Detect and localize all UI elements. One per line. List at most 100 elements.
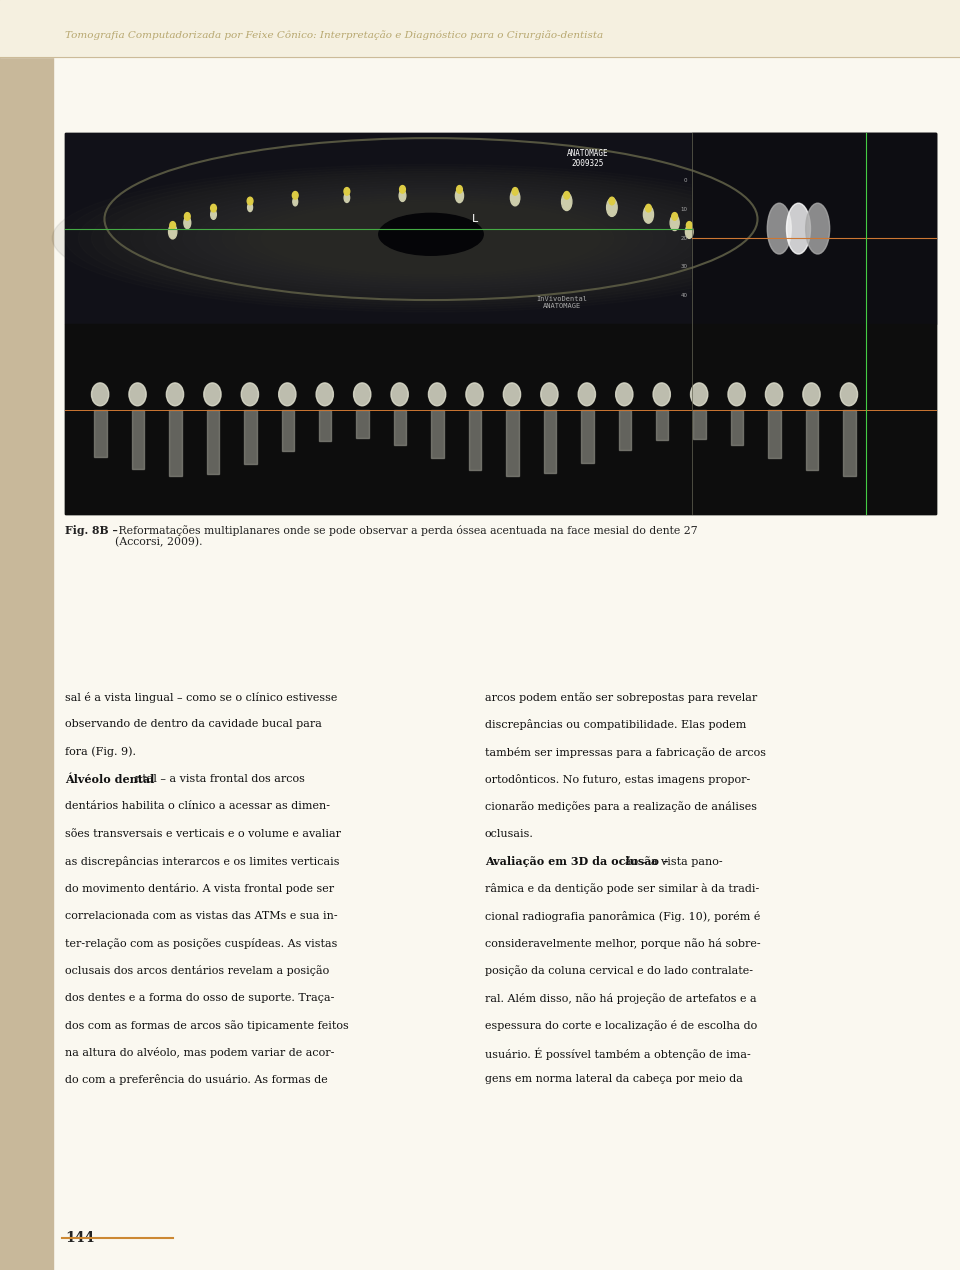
Bar xyxy=(692,133,936,324)
Ellipse shape xyxy=(379,213,483,255)
Bar xyxy=(281,409,294,451)
Ellipse shape xyxy=(117,177,744,300)
Ellipse shape xyxy=(615,384,633,406)
Ellipse shape xyxy=(293,197,298,206)
Ellipse shape xyxy=(278,384,296,406)
Text: usuário. É possível também a obtenção de ima-: usuário. É possível também a obtenção de… xyxy=(485,1046,751,1059)
Text: InVivoDental
ANATOMAGE: InVivoDental ANATOMAGE xyxy=(536,296,588,309)
Text: sal é a vista lingual – como se o clínico estivesse: sal é a vista lingual – como se o clínic… xyxy=(65,692,338,704)
Ellipse shape xyxy=(204,384,221,406)
Circle shape xyxy=(344,188,349,196)
Text: sões transversais e verticais e o volume e avaliar: sões transversais e verticais e o volume… xyxy=(65,828,342,838)
Circle shape xyxy=(184,212,190,220)
Text: ral. Além disso, não há projeção de artefatos e a: ral. Além disso, não há projeção de arte… xyxy=(485,993,756,1003)
Bar xyxy=(356,409,369,438)
Text: também ser impressas para a fabricação de arcos: também ser impressas para a fabricação d… xyxy=(485,747,766,758)
Circle shape xyxy=(293,192,299,199)
Ellipse shape xyxy=(466,384,483,406)
Text: oclusais dos arcos dentários revelam a posição: oclusais dos arcos dentários revelam a p… xyxy=(65,965,329,977)
Ellipse shape xyxy=(287,207,575,269)
Text: L: L xyxy=(471,215,478,224)
Circle shape xyxy=(170,221,176,229)
Text: gens em norma lateral da cabeça por meio da: gens em norma lateral da cabeça por meio… xyxy=(485,1074,743,1085)
Text: as discrepâncias interarcos e os limites verticais: as discrepâncias interarcos e os limites… xyxy=(65,856,340,867)
Text: ortodônticos. No futuro, estas imagens propor-: ortodônticos. No futuro, estas imagens p… xyxy=(485,773,750,785)
Bar xyxy=(169,409,181,476)
Ellipse shape xyxy=(129,384,146,406)
Text: Tomografia Computadorizada por Feixe Cônico: Interpretação e Diagnóstico para o : Tomografia Computadorizada por Feixe Côn… xyxy=(65,30,604,39)
Bar xyxy=(768,409,780,458)
Ellipse shape xyxy=(241,384,258,406)
Ellipse shape xyxy=(166,384,183,406)
Bar xyxy=(656,409,668,441)
Text: Avaliação em 3D da oclusão –: Avaliação em 3D da oclusão – xyxy=(485,856,668,867)
Bar xyxy=(94,409,107,457)
Bar xyxy=(581,409,593,464)
Ellipse shape xyxy=(511,189,519,206)
Ellipse shape xyxy=(248,201,613,277)
Ellipse shape xyxy=(344,193,349,202)
Bar xyxy=(506,409,518,476)
Ellipse shape xyxy=(767,203,791,254)
Ellipse shape xyxy=(653,384,670,406)
Ellipse shape xyxy=(540,384,558,406)
Ellipse shape xyxy=(316,384,333,406)
Text: 30: 30 xyxy=(681,264,687,269)
Ellipse shape xyxy=(455,189,464,203)
Ellipse shape xyxy=(65,166,797,310)
Ellipse shape xyxy=(786,203,810,254)
Text: 0: 0 xyxy=(684,179,687,183)
Ellipse shape xyxy=(156,183,706,293)
Ellipse shape xyxy=(52,164,809,312)
Ellipse shape xyxy=(184,217,191,229)
Ellipse shape xyxy=(79,169,783,307)
Circle shape xyxy=(686,221,692,229)
Text: dos dentes e a forma do osso de suporte. Traça-: dos dentes e a forma do osso de suporte.… xyxy=(65,993,335,1002)
Ellipse shape xyxy=(803,384,820,406)
Bar xyxy=(319,409,331,441)
Bar xyxy=(65,133,936,324)
Ellipse shape xyxy=(607,198,617,216)
Ellipse shape xyxy=(196,190,666,286)
Text: 10: 10 xyxy=(681,207,687,212)
Bar xyxy=(431,409,444,457)
Text: consideravelmente melhor, porque não há sobre-: consideravelmente melhor, porque não há … xyxy=(485,937,760,949)
Text: ANATOMAGE
2009325: ANATOMAGE 2009325 xyxy=(567,149,609,168)
Ellipse shape xyxy=(765,384,782,406)
Text: fora (Fig. 9).: fora (Fig. 9). xyxy=(65,747,136,757)
Ellipse shape xyxy=(235,198,627,278)
Circle shape xyxy=(564,192,569,199)
Ellipse shape xyxy=(105,174,757,302)
Bar xyxy=(244,409,256,464)
Circle shape xyxy=(247,197,252,204)
Ellipse shape xyxy=(690,384,708,406)
Text: do movimento dentário. A vista frontal pode ser: do movimento dentário. A vista frontal p… xyxy=(65,884,334,894)
Text: observando de dentro da cavidade bucal para: observando de dentro da cavidade bucal p… xyxy=(65,719,323,729)
Bar xyxy=(132,409,144,470)
Ellipse shape xyxy=(222,196,640,281)
Circle shape xyxy=(399,185,405,193)
Text: arcos podem então ser sobrepostas para revelar: arcos podem então ser sobrepostas para r… xyxy=(485,692,757,704)
Ellipse shape xyxy=(840,384,857,406)
Text: na altura do alvéolo, mas podem variar de acor-: na altura do alvéolo, mas podem variar d… xyxy=(65,1046,335,1058)
Ellipse shape xyxy=(144,180,718,296)
Text: 20: 20 xyxy=(681,236,687,240)
Bar xyxy=(206,409,219,474)
Ellipse shape xyxy=(300,210,562,267)
Text: Reformatações multiplanares onde se pode observar a perda óssea acentuada na fac: Reformatações multiplanares onde se pode… xyxy=(115,525,698,547)
Ellipse shape xyxy=(275,204,588,272)
Ellipse shape xyxy=(131,179,732,297)
Text: oclusais.: oclusais. xyxy=(485,828,534,838)
Text: Álvéolo dental: Álvéolo dental xyxy=(65,773,155,785)
Text: espessura do corte e localização é de escolha do: espessura do corte e localização é de es… xyxy=(485,1020,757,1031)
Ellipse shape xyxy=(210,210,216,220)
Bar xyxy=(843,409,855,476)
Text: ntal – a vista frontal dos arcos: ntal – a vista frontal dos arcos xyxy=(135,773,305,784)
Bar xyxy=(693,409,706,438)
Text: 144: 144 xyxy=(65,1231,94,1245)
Text: do com a preferência do usuário. As formas de: do com a preferência do usuário. As form… xyxy=(65,1074,328,1086)
Ellipse shape xyxy=(428,384,445,406)
Text: dos com as formas de arcos são tipicamente feitos: dos com as formas de arcos são tipicamen… xyxy=(65,1020,349,1031)
Bar xyxy=(618,409,631,451)
Circle shape xyxy=(645,204,651,212)
